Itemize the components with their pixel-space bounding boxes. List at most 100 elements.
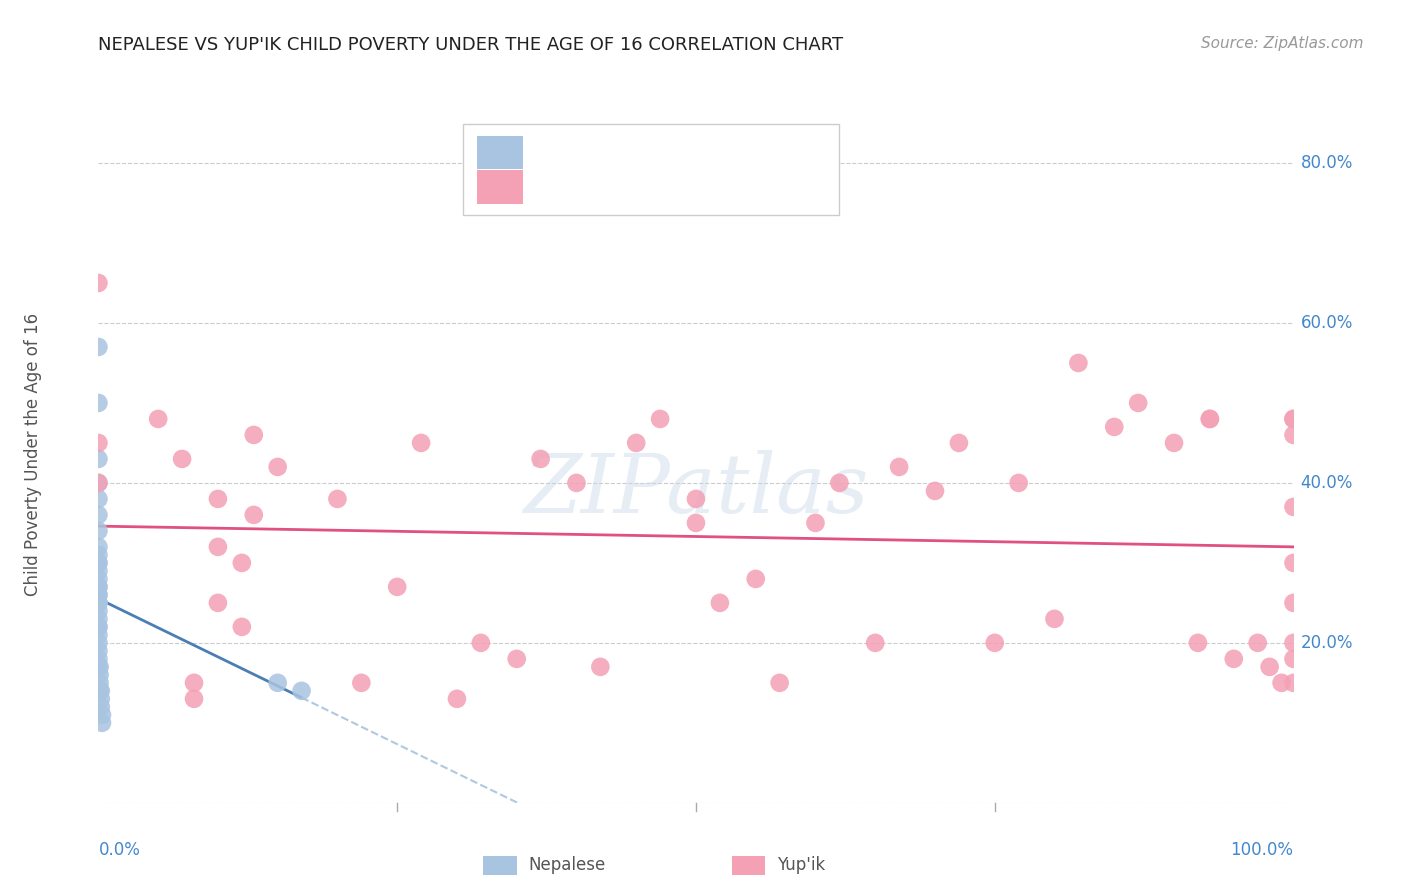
Text: 0.400: 0.400 xyxy=(591,178,644,196)
Point xyxy=(87,580,110,594)
Point xyxy=(87,596,110,610)
Text: NEPALESE VS YUP'IK CHILD POVERTY UNDER THE AGE OF 16 CORRELATION CHART: NEPALESE VS YUP'IK CHILD POVERTY UNDER T… xyxy=(98,36,844,54)
Point xyxy=(207,596,229,610)
Point xyxy=(91,715,114,730)
FancyBboxPatch shape xyxy=(477,170,523,203)
Point xyxy=(231,620,253,634)
Point xyxy=(290,683,312,698)
Point xyxy=(87,660,110,674)
FancyBboxPatch shape xyxy=(463,124,839,215)
Text: Child Poverty Under the Age of 16: Child Poverty Under the Age of 16 xyxy=(24,313,42,597)
Point xyxy=(207,491,229,506)
Point xyxy=(87,620,110,634)
Point xyxy=(87,652,110,666)
Point xyxy=(87,508,110,522)
Text: Yup'ik: Yup'ik xyxy=(778,856,825,874)
Point xyxy=(87,644,110,658)
Point xyxy=(87,636,110,650)
FancyBboxPatch shape xyxy=(733,855,765,875)
Point xyxy=(207,540,229,554)
Point xyxy=(1282,596,1305,610)
Point xyxy=(1043,612,1066,626)
Text: Source: ZipAtlas.com: Source: ZipAtlas.com xyxy=(1201,36,1364,51)
Text: 20.0%: 20.0% xyxy=(1301,634,1353,652)
Point xyxy=(1271,676,1294,690)
Text: Nepalese: Nepalese xyxy=(529,856,606,874)
Point xyxy=(243,508,266,522)
Point xyxy=(983,636,1005,650)
FancyBboxPatch shape xyxy=(477,136,523,169)
Point xyxy=(87,396,110,410)
Point xyxy=(1282,428,1305,442)
Point xyxy=(1282,636,1305,650)
Point xyxy=(529,451,551,466)
Point xyxy=(87,556,110,570)
Point xyxy=(924,483,946,498)
Point xyxy=(1246,636,1268,650)
Point xyxy=(90,699,112,714)
Point xyxy=(648,412,672,426)
Point xyxy=(1282,652,1305,666)
Text: 61: 61 xyxy=(724,178,747,196)
Point xyxy=(326,491,349,506)
Point xyxy=(87,340,110,354)
Point xyxy=(470,636,492,650)
Point xyxy=(889,459,911,474)
Point xyxy=(828,475,851,490)
Point xyxy=(183,676,205,690)
Point xyxy=(89,668,111,682)
Point xyxy=(1282,500,1305,514)
Point xyxy=(1282,676,1305,690)
Point xyxy=(267,676,290,690)
Text: 100.0%: 100.0% xyxy=(1230,841,1294,859)
Point xyxy=(87,451,110,466)
Point xyxy=(1128,396,1150,410)
Point xyxy=(87,524,110,538)
Point xyxy=(589,660,612,674)
Point xyxy=(87,628,110,642)
Point xyxy=(87,572,110,586)
Point xyxy=(87,556,110,570)
Point xyxy=(685,491,707,506)
Point xyxy=(89,660,111,674)
Point xyxy=(863,636,886,650)
Point xyxy=(183,691,205,706)
Point xyxy=(506,652,529,666)
Point xyxy=(87,588,110,602)
Point xyxy=(148,412,170,426)
Text: 40.0%: 40.0% xyxy=(1301,474,1353,491)
Point xyxy=(87,475,110,490)
Point xyxy=(1258,660,1281,674)
Point xyxy=(87,564,110,578)
Point xyxy=(267,459,290,474)
Text: R =: R = xyxy=(540,144,576,161)
Point xyxy=(87,596,110,610)
Point xyxy=(1198,412,1220,426)
Point xyxy=(87,588,110,602)
Point xyxy=(385,580,409,594)
Point xyxy=(1102,420,1125,434)
Text: 60.0%: 60.0% xyxy=(1301,314,1353,332)
Point xyxy=(87,620,110,634)
Point xyxy=(624,436,647,450)
Point xyxy=(1067,356,1090,370)
Text: 39: 39 xyxy=(724,144,747,161)
Point xyxy=(948,436,970,450)
Text: N =: N = xyxy=(675,144,711,161)
Point xyxy=(709,596,731,610)
Point xyxy=(1198,412,1220,426)
Text: -0.191: -0.191 xyxy=(591,144,650,161)
Point xyxy=(87,276,110,290)
Point xyxy=(350,676,373,690)
Text: R =: R = xyxy=(540,178,576,196)
Point xyxy=(1007,475,1029,490)
Point xyxy=(87,475,110,490)
Point xyxy=(87,548,110,562)
Point xyxy=(89,683,111,698)
Text: 80.0%: 80.0% xyxy=(1301,154,1353,172)
Point xyxy=(90,683,112,698)
Point xyxy=(172,451,194,466)
Text: N =: N = xyxy=(675,178,711,196)
Point xyxy=(243,428,266,442)
Point xyxy=(89,676,111,690)
